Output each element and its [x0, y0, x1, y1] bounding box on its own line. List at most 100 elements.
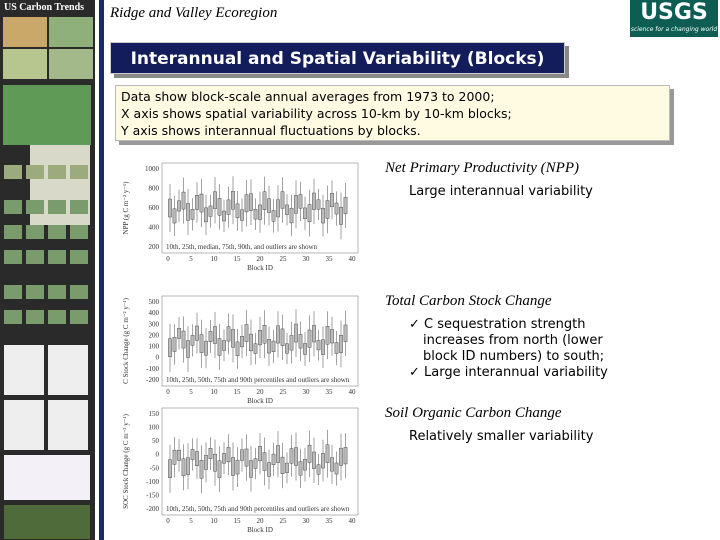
box-glyph: [231, 191, 235, 210]
summary-line: X axis shows spatial variability across …: [121, 106, 512, 121]
y-tick-label: -100: [146, 478, 159, 486]
box-glyph: [186, 340, 190, 358]
box-glyph: [267, 462, 271, 477]
box-glyph: [330, 457, 334, 472]
y-tick-label: -200: [146, 376, 159, 384]
y-tick-label: 200: [149, 331, 160, 339]
box-glyph: [213, 453, 217, 472]
box-glyph: [177, 328, 181, 339]
box-glyph: [249, 193, 253, 211]
banner: Interannual and Spatial Variability (Blo…: [110, 42, 565, 74]
box-glyph: [280, 328, 285, 346]
box-glyph: [235, 459, 240, 475]
box-glyph: [213, 191, 217, 210]
usgs-logo: USGS science for a changing world: [630, 0, 718, 37]
box-glyph: [195, 325, 199, 341]
x-tick-label: 30: [303, 517, 311, 525]
panel-heading: Net Primary Productivity (NPP): [385, 160, 579, 176]
box-glyph: [222, 453, 226, 464]
figure: 150 100 50 0 -50 -100 -150 -200 0 5 10 15 20 25 30 35 40…: [122, 407, 359, 534]
box-glyph: [222, 340, 226, 351]
box-glyph: [181, 458, 186, 477]
y-tick-label: 0: [156, 451, 160, 459]
figure-note: 10th, 25th, 50th, 75th and 90th percenti…: [166, 505, 350, 513]
box-glyph: [271, 340, 276, 352]
box-glyph: [172, 449, 177, 465]
box-glyph: [222, 210, 226, 222]
box-glyph: [321, 339, 325, 355]
box-glyph: [276, 445, 280, 463]
box-glyph: [217, 198, 222, 216]
box-glyph: [339, 335, 343, 353]
panel-notes: ✓ C sequestration strength increases from…: [409, 317, 608, 381]
box-glyph: [244, 324, 249, 342]
note-line: increases from north (lower: [423, 333, 603, 348]
y-axis-label: C Stock Change (g C m⁻² y⁻¹): [122, 297, 130, 384]
box-glyph: [298, 334, 303, 349]
y-tick-label: 0: [156, 354, 160, 362]
x-tick-label: 10: [211, 517, 219, 525]
box-glyph: [258, 446, 262, 462]
y-tick-label: 100: [149, 424, 160, 432]
box-glyph: [199, 334, 204, 353]
figure-frame: [161, 407, 359, 516]
box-glyph: [298, 461, 303, 476]
x-tick-label: 0: [166, 388, 170, 396]
box-glyph: [258, 330, 262, 346]
y-tick-label: 100: [149, 343, 160, 351]
x-tick-label: 20: [257, 517, 265, 525]
box-glyph: [312, 451, 316, 469]
x-tick-label: 35: [326, 517, 334, 525]
y-tick-label: 400: [149, 309, 160, 317]
box-glyph: [172, 208, 177, 224]
box-glyph: [276, 199, 280, 218]
box-glyph: [303, 343, 307, 355]
box-glyph: [294, 323, 298, 343]
box-glyph: [177, 449, 181, 461]
box-glyph: [294, 195, 298, 214]
box-glyph: [217, 460, 222, 478]
figure: 500 400 300 200 100 0 -100 -200 0 5 10 15 20 25 30 35 40…: [122, 295, 359, 403]
box-glyph: [258, 204, 262, 220]
box-glyph: [321, 452, 325, 469]
box-glyph: [276, 325, 280, 344]
box-glyph: [204, 455, 208, 470]
box-glyph: [226, 199, 231, 215]
y-tick-label: 50: [152, 437, 160, 445]
box-glyph: [249, 333, 253, 352]
x-tick-label: 10: [211, 388, 219, 396]
box-glyph: [186, 457, 190, 475]
figure-note: 10th, 25th, median, 75th, 90th, and outl…: [166, 243, 318, 251]
box-glyph: [213, 326, 217, 344]
x-tick-label: 0: [166, 517, 170, 525]
x-tick-label: 20: [257, 388, 265, 396]
box-glyph: [307, 444, 312, 463]
box-glyph: [334, 342, 339, 354]
panel-heading: Soil Organic Carbon Change: [385, 405, 562, 421]
box-glyph: [231, 329, 235, 348]
box-glyph: [285, 204, 289, 215]
note-line: Relatively smaller variability: [409, 429, 594, 444]
box-glyph: [294, 447, 298, 466]
box-glyph: [316, 464, 321, 475]
y-tick-label: -150: [146, 491, 159, 499]
box-glyph: [168, 338, 172, 357]
box-glyph: [280, 456, 285, 475]
box-glyph: [267, 339, 271, 354]
x-tick-label: 30: [303, 255, 311, 263]
summary-box: Data show block-scale annual averages fr…: [115, 85, 670, 141]
box-glyph: [181, 330, 186, 349]
x-tick-label: 25: [280, 388, 288, 396]
box-glyph: [235, 203, 240, 219]
y-tick-label: 500: [149, 298, 160, 306]
y-tick-label: 200: [149, 243, 160, 251]
panel-notes: Large interannual variability: [409, 184, 593, 200]
box-glyph: [208, 448, 213, 459]
y-tick-label: 300: [149, 320, 160, 328]
slide-title: Ridge and Valley Ecoregion: [110, 5, 278, 21]
x-axis-label: Block ID: [247, 397, 273, 403]
x-axis-label: Block ID: [247, 526, 273, 534]
box-glyph: [343, 324, 348, 342]
box-glyph: [244, 194, 249, 213]
figure-note: 10th, 25th, 50th, 75th and 90th percenti…: [166, 376, 350, 384]
